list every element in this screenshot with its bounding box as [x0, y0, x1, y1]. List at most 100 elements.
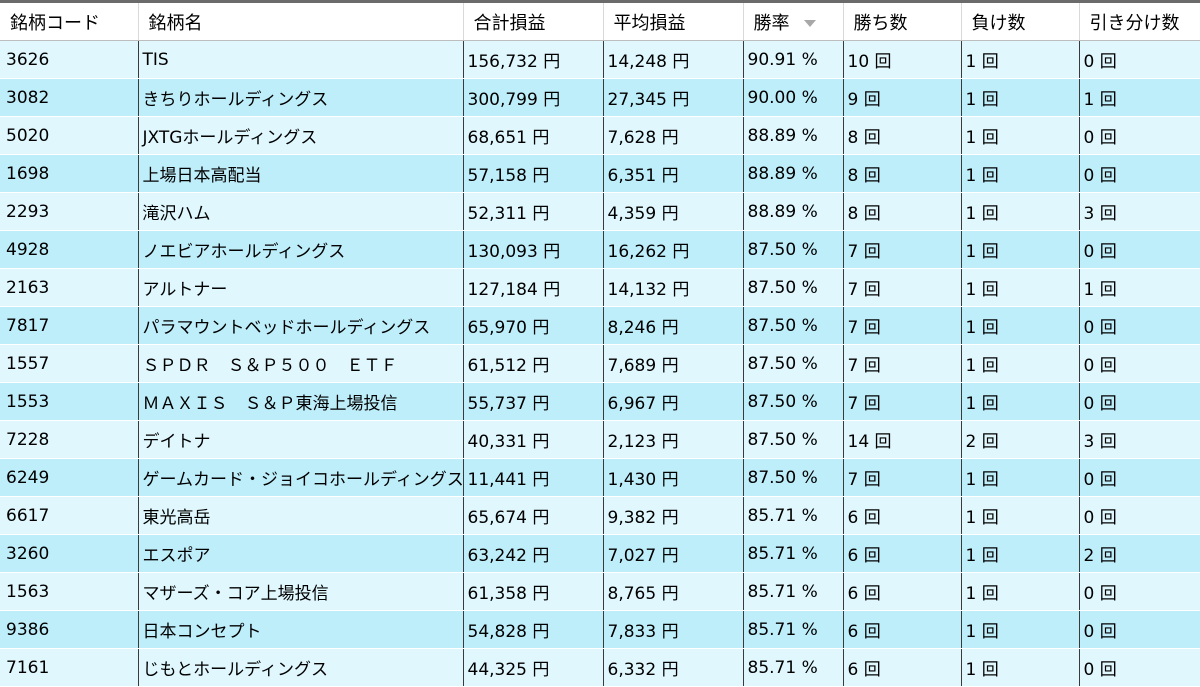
cell-winrate: 87.50 %	[742, 382, 843, 421]
col-header-name[interactable]: 銘柄名	[138, 3, 464, 41]
cell-avg: 14,248 円	[602, 40, 743, 79]
cell-name: JXTGホールディングス	[137, 116, 463, 155]
cell-losses: 1 回	[960, 496, 1079, 535]
cell-avg: 16,262 円	[602, 230, 743, 269]
cell-total: 65,970 円	[462, 306, 603, 345]
cell-draws: 0 回	[1078, 116, 1200, 155]
cell-winrate: 85.71 %	[742, 572, 843, 611]
cell-total: 55,737 円	[462, 382, 603, 421]
cell-name: 滝沢ハム	[137, 192, 463, 231]
cell-total: 65,674 円	[462, 496, 603, 535]
cell-total: 52,311 円	[462, 192, 603, 231]
cell-losses: 1 回	[960, 154, 1079, 193]
cell-avg: 9,382 円	[602, 496, 743, 535]
col-header-code[interactable]: 銘柄コード	[0, 3, 139, 41]
cell-losses: 1 回	[960, 610, 1079, 649]
cell-losses: 1 回	[960, 192, 1079, 231]
cell-draws: 0 回	[1078, 610, 1200, 649]
cell-code: 1553	[0, 382, 138, 421]
cell-draws: 0 回	[1078, 648, 1200, 687]
col-header-winrate[interactable]: 勝率	[743, 3, 844, 41]
col-header-total[interactable]: 合計損益	[463, 3, 604, 41]
cell-losses: 1 回	[960, 648, 1079, 687]
cell-name: じもとホールディングス	[137, 648, 463, 687]
cell-name: ＳＰＤＲ Ｓ＆Ｐ５００ ＥＴＦ	[137, 344, 463, 383]
cell-winrate: 85.71 %	[742, 496, 843, 535]
col-header-wins[interactable]: 勝ち数	[843, 3, 962, 41]
cell-code: 7161	[0, 648, 138, 687]
cell-name: TIS	[137, 40, 463, 79]
cell-wins: 14 回	[842, 420, 961, 459]
cell-losses: 1 回	[960, 116, 1079, 155]
cell-name: ノエビアホールディングス	[137, 230, 463, 269]
cell-code: 4928	[0, 230, 138, 269]
cell-total: 44,325 円	[462, 648, 603, 687]
cell-name: 東光高岳	[137, 496, 463, 535]
table-row[interactable]: 5020 JXTGホールディングス 68,651 円 7,628 円 88.89 % 8 …	[0, 116, 1200, 155]
cell-winrate: 85.71 %	[742, 610, 843, 649]
header-row: 銘柄コード 銘柄名 合計損益 平均損益 勝率 勝ち数 負け数 引き分け数	[0, 3, 1200, 41]
cell-total: 156,732 円	[462, 40, 603, 79]
cell-wins: 8 回	[842, 154, 961, 193]
cell-draws: 0 回	[1078, 306, 1200, 345]
cell-losses: 1 回	[960, 230, 1079, 269]
cell-avg: 6,351 円	[602, 154, 743, 193]
table-row[interactable]: 1557 ＳＰＤＲ Ｓ＆Ｐ５００ ＥＴＦ 61,512 円 7,689 円 87.50 …	[0, 344, 1200, 383]
table-row[interactable]: 1563 マザーズ・コア上場投信 61,358 円 8,765 円 85.71 % 6 回…	[0, 572, 1200, 611]
cell-losses: 2 回	[960, 420, 1079, 459]
cell-total: 11,441 円	[462, 458, 603, 497]
cell-draws: 0 回	[1078, 458, 1200, 497]
table-row[interactable]: 7817 パラマウントベッドホールディングス 65,970 円 8,246 円 87.5…	[0, 306, 1200, 345]
cell-code: 3626	[0, 40, 138, 79]
table-row[interactable]: 1553 ＭＡＸＩＳ Ｓ＆Ｐ東海上場投信 55,737 円 6,967 円 87.50 …	[0, 382, 1200, 421]
cell-winrate: 88.89 %	[742, 154, 843, 193]
cell-name: 上場日本高配当	[137, 154, 463, 193]
cell-name: エスポア	[137, 534, 463, 573]
cell-wins: 7 回	[842, 268, 961, 307]
cell-total: 68,651 円	[462, 116, 603, 155]
cell-winrate: 87.50 %	[742, 230, 843, 269]
cell-draws: 1 回	[1078, 78, 1200, 117]
table-row[interactable]: 4928 ノエビアホールディングス 130,093 円 16,262 円 87.50 %…	[0, 230, 1200, 269]
cell-winrate: 90.91 %	[742, 40, 843, 79]
cell-wins: 6 回	[842, 572, 961, 611]
cell-name: きちりホールディングス	[137, 78, 463, 117]
cell-winrate: 88.89 %	[742, 192, 843, 231]
cell-avg: 1,430 円	[602, 458, 743, 497]
table-row[interactable]: 3082 きちりホールディングス 300,799 円 27,345 円 90.00 % 9…	[0, 78, 1200, 117]
col-header-avg[interactable]: 平均損益	[603, 3, 744, 41]
cell-winrate: 85.71 %	[742, 534, 843, 573]
cell-name: ゲームカード・ジョイコホールディングス	[137, 458, 463, 497]
cell-total: 130,093 円	[462, 230, 603, 269]
cell-draws: 0 回	[1078, 230, 1200, 269]
cell-losses: 1 回	[960, 40, 1079, 79]
col-header-losses[interactable]: 負け数	[961, 3, 1080, 41]
table-row[interactable]: 7161 じもとホールディングス 44,325 円 6,332 円 85.71 % 6 回…	[0, 648, 1200, 687]
cell-losses: 1 回	[960, 78, 1079, 117]
col-header-draws[interactable]: 引き分け数	[1079, 3, 1200, 41]
cell-total: 61,512 円	[462, 344, 603, 383]
cell-losses: 1 回	[960, 268, 1079, 307]
cell-draws: 0 回	[1078, 572, 1200, 611]
cell-name: 日本コンセプト	[137, 610, 463, 649]
cell-draws: 0 回	[1078, 496, 1200, 535]
cell-draws: 0 回	[1078, 382, 1200, 421]
cell-draws: 1 回	[1078, 268, 1200, 307]
cell-code: 2163	[0, 268, 138, 307]
chevron-down-icon	[803, 20, 816, 27]
cell-code: 1698	[0, 154, 138, 193]
cell-code: 6249	[0, 458, 138, 497]
cell-draws: 3 回	[1078, 420, 1200, 459]
cell-code: 1557	[0, 344, 138, 383]
table-row[interactable]: 6249 ゲームカード・ジョイコホールディングス 11,441 円 1,430 円 87…	[0, 458, 1200, 497]
cell-winrate: 90.00 %	[742, 78, 843, 117]
